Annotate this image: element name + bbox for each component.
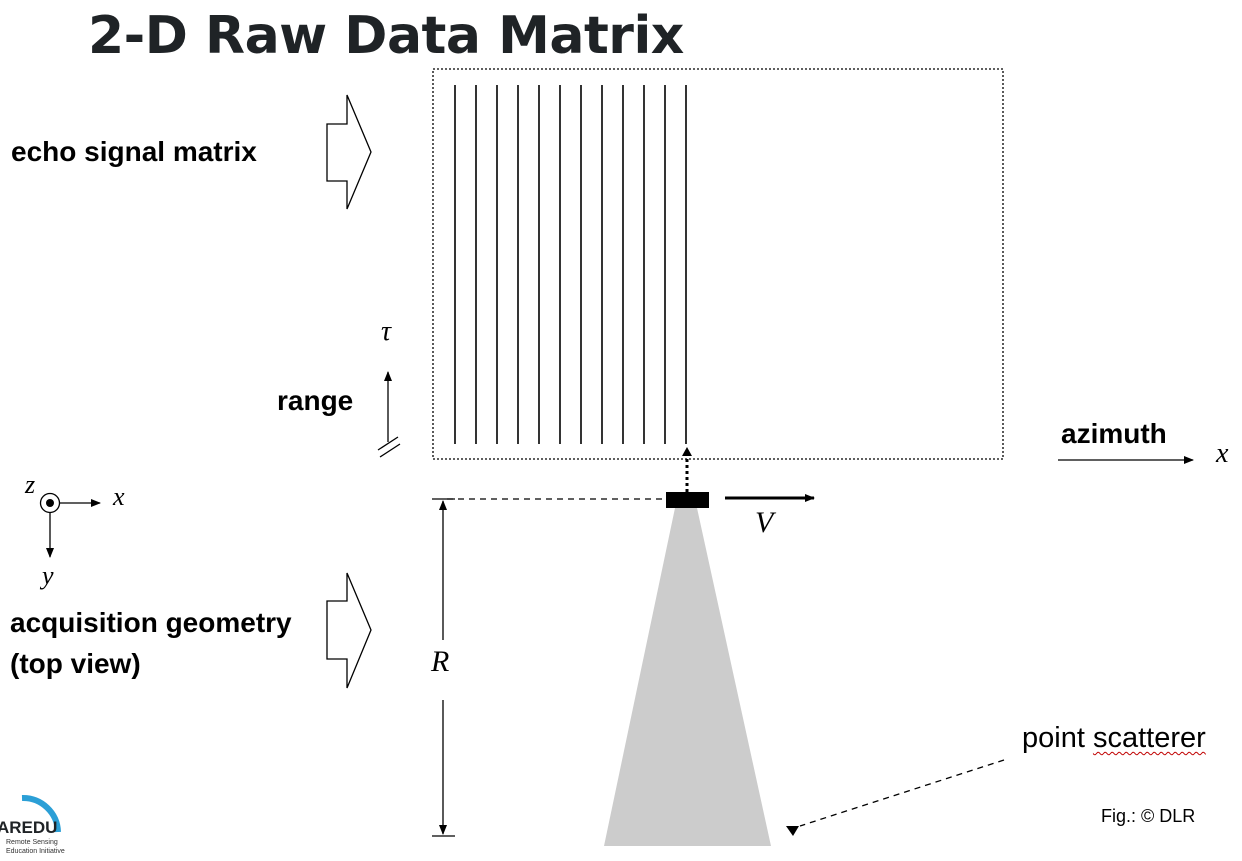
block-arrow-echo — [326, 94, 372, 210]
radar-antenna — [666, 492, 709, 508]
logo-arc — [21, 794, 61, 833]
velocity-symbol: V — [755, 506, 774, 539]
range-break-mark-2 — [379, 443, 401, 458]
echo-signal-matrix-label: echo signal matrix — [11, 136, 257, 167]
point-scatterer-marker — [786, 826, 799, 836]
azimuth-x-symbol: x — [1216, 438, 1229, 469]
logo-subtitle-1: Remote Sensing — [6, 839, 58, 846]
logo-wordmark: AREDU — [0, 818, 57, 837]
scatterer-pointer-dashed — [799, 759, 1005, 827]
saredu-logo: AREDU Remote Sensing Education Initiativ… — [0, 794, 65, 855]
coord-z-symbol: z — [25, 470, 36, 499]
figure-credit: Fig.: © DLR — [1101, 806, 1196, 826]
radar-beam — [604, 508, 771, 846]
page-title: 2-D Raw Data Matrix — [88, 6, 684, 66]
tau-symbol: τ — [381, 316, 392, 347]
point-scatterer-label-word: scatterer — [1092, 722, 1206, 754]
antenna-to-matrix-arrowhead — [682, 447, 692, 456]
range-break-mark-1 — [377, 436, 399, 451]
echo-lines — [454, 85, 687, 444]
distance-r-symbol: R — [431, 645, 450, 678]
echo-matrix-box — [432, 68, 1004, 460]
block-arrow-acquisition — [326, 572, 372, 689]
coord-y-symbol: y — [42, 561, 54, 590]
acquisition-geometry-label: acquisition geometry — [10, 607, 292, 638]
point-scatterer-label-prefix: point — [1022, 722, 1093, 754]
point-scatterer-label: point scatterer — [1022, 722, 1206, 755]
top-view-label: (top view) — [10, 648, 141, 679]
azimuth-label: azimuth — [1061, 418, 1167, 449]
range-label: range — [277, 385, 354, 416]
coord-z-dot — [46, 499, 54, 507]
logo-subtitle-2: Education Initiative — [6, 848, 65, 855]
coord-x-symbol: x — [113, 482, 125, 511]
